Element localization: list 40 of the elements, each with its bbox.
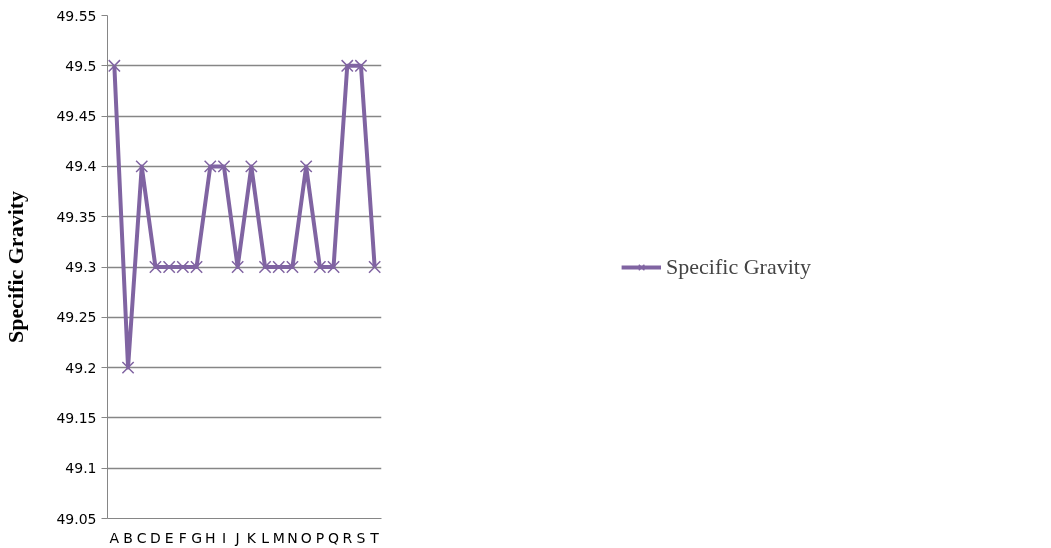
y-tick-label: 49.45 [56, 108, 97, 125]
y-axis-title: Specific Gravity [3, 190, 29, 344]
y-tick-label: 49.15 [56, 409, 97, 426]
x-tick-label: S [356, 529, 366, 546]
y-tick-label: 49.05 [56, 510, 97, 527]
x-tick-label: N [287, 529, 298, 546]
point [299, 159, 313, 173]
x-tick-label: K [246, 529, 257, 546]
x-tick-label: E [164, 529, 174, 546]
x-tick-label: C [136, 529, 147, 546]
x-tick-label: J [234, 529, 240, 546]
y-tick-label: 49.2 [65, 359, 97, 376]
point [231, 260, 245, 274]
x-tick-label: R [342, 529, 353, 546]
x-tick-label: T [369, 529, 380, 546]
y-tick-label: 49.1 [65, 460, 97, 477]
x-tick-label: Q [328, 529, 340, 546]
y-tick-label: 49.4 [65, 158, 97, 175]
y-tick-label: 49.3 [65, 259, 97, 275]
x-tick-label: H [204, 529, 216, 546]
y-tick-label: 49.5 [65, 57, 97, 74]
x-tick-label: D [150, 529, 161, 546]
point [135, 159, 149, 173]
x-tick-label: I [221, 529, 227, 546]
point [244, 159, 258, 173]
point [368, 260, 382, 274]
x-tick-label: M [272, 529, 285, 546]
x-tick-label: A [109, 529, 120, 546]
point [121, 361, 135, 375]
x-tick-label: F [178, 529, 187, 546]
x-tick-label: P [315, 529, 325, 546]
x-tick-label: L [261, 529, 270, 546]
y-tick-label: 49.55 [56, 7, 97, 24]
x-tick-label: O [300, 529, 312, 546]
y-tick-label: 49.25 [56, 309, 97, 326]
y-tick-label: 49.35 [56, 208, 97, 225]
legend-label: Specific Gravity [666, 253, 811, 280]
x-tick-label: B [123, 529, 133, 546]
x-tick-label: G [191, 529, 202, 546]
point [107, 59, 121, 73]
